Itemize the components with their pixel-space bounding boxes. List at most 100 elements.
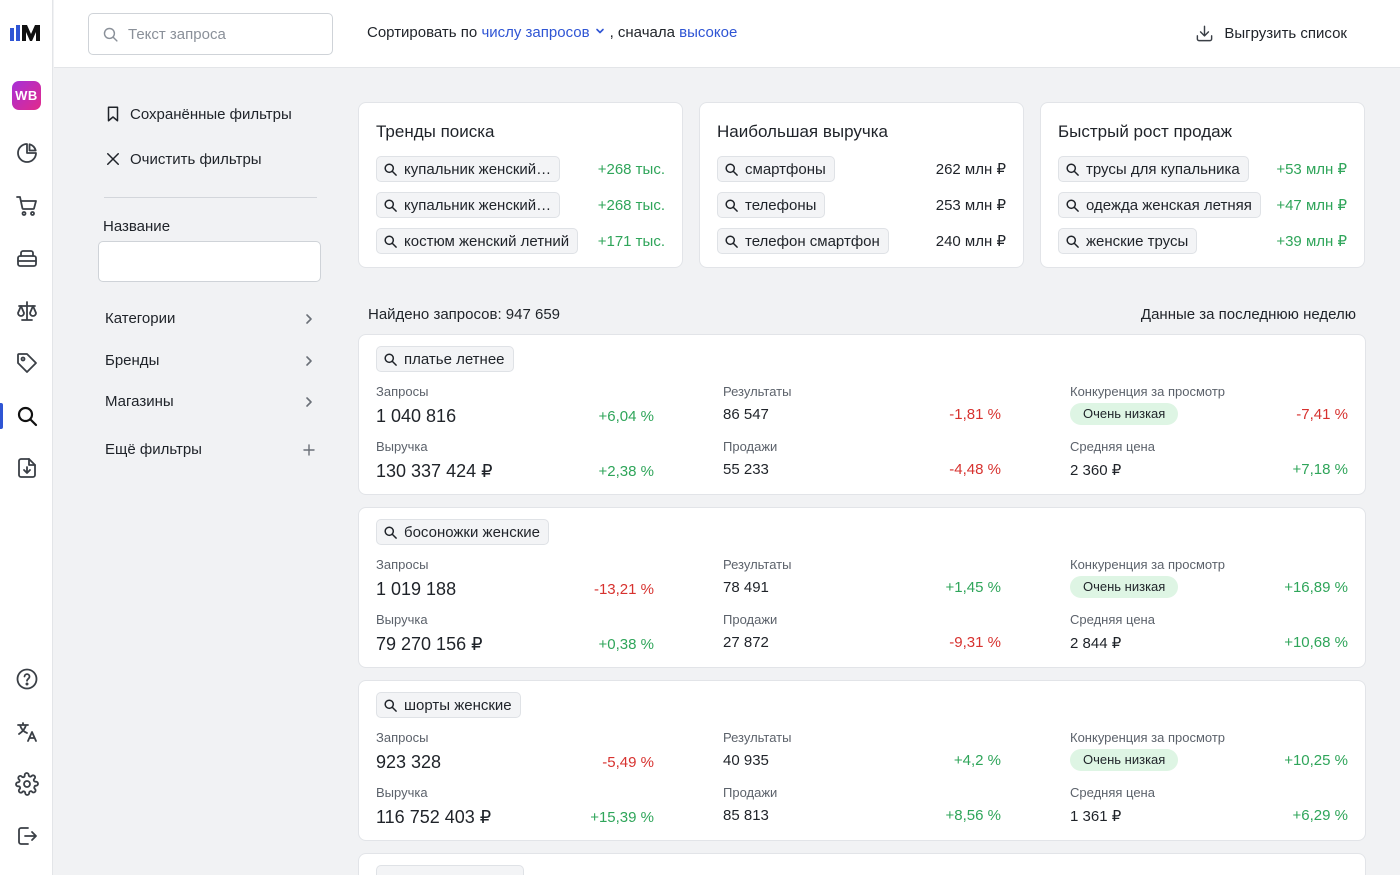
requests-label: Запросы: [376, 730, 429, 745]
translate-icon[interactable]: [13, 718, 40, 745]
left-rail: WB: [0, 0, 53, 875]
query-chip[interactable]: шорты женские: [376, 692, 521, 718]
revenue-label: Выручка: [376, 612, 428, 627]
requests-label: Запросы: [376, 384, 429, 399]
logout-icon[interactable]: [13, 822, 40, 849]
sales-label: Продажи: [723, 612, 778, 627]
trend-row: одежда женская летняя +47 млн ₽: [1058, 192, 1347, 218]
active-indicator: [0, 403, 3, 429]
search-input[interactable]: [128, 14, 328, 54]
sales-value: 27 872: [723, 634, 769, 651]
tag-icon[interactable]: [13, 349, 40, 376]
analytics-icon[interactable]: [13, 139, 40, 166]
trend-card-title: Быстрый рост продаж: [1058, 122, 1232, 141]
trend-row: телефон смартфон 240 млн ₽: [717, 228, 1006, 254]
results-value: 40 935: [723, 752, 769, 769]
sales-label: Продажи: [723, 439, 778, 454]
search-icon[interactable]: [13, 402, 40, 429]
trend-row: телефоны 253 млн ₽: [717, 192, 1006, 218]
competition-delta: +16,89 %: [1284, 579, 1348, 596]
avg-price-value: 2 360 ₽: [1070, 462, 1122, 479]
filter-brands[interactable]: Бренды: [105, 352, 315, 369]
search-box[interactable]: [88, 13, 333, 55]
query-chip[interactable]: одежда женская летняя: [1058, 192, 1261, 218]
query-chip[interactable]: платье летнее: [376, 346, 514, 372]
requests-label: Запросы: [376, 557, 429, 572]
query-chip[interactable]: костюм женский летний: [376, 228, 579, 254]
filter-shops[interactable]: Магазины: [105, 393, 315, 410]
trend-card-sales-growth: Быстрый рост продаж трусы для купальника…: [1040, 102, 1365, 268]
chevron-down-icon[interactable]: [595, 26, 605, 36]
app-logo[interactable]: [10, 22, 44, 44]
data-period: Данные за последнюю неделю: [1140, 306, 1356, 323]
close-icon: [107, 153, 119, 165]
sales-value: 55 233: [723, 461, 769, 478]
query-chip[interactable]: телефон смартфон: [717, 228, 889, 254]
results-label: Результаты: [723, 384, 792, 399]
saved-filters-label: Сохранённые фильтры: [130, 105, 292, 123]
name-filter-input[interactable]: [98, 241, 321, 282]
sales-delta: +8,56 %: [945, 807, 1001, 824]
requests-delta: -5,49 %: [602, 754, 654, 771]
trend-card-search: Тренды поиска купальник женский… +268 ты…: [358, 102, 683, 268]
requests-delta: -13,21 %: [593, 581, 654, 598]
query-chip[interactable]: босоножки женские: [376, 519, 549, 545]
competition-delta: -7,41 %: [1296, 406, 1348, 423]
trend-value: +268 тыс.: [597, 160, 665, 178]
search-icon: [103, 27, 118, 42]
query-chip[interactable]: трусы для купальника: [1058, 156, 1249, 182]
scales-icon[interactable]: [13, 297, 40, 324]
search-icon: [725, 234, 738, 248]
result-card-partial[interactable]: [358, 853, 1366, 875]
query-chip[interactable]: смартфоны: [717, 156, 835, 182]
chevron-right-icon: [306, 396, 312, 407]
trend-card-revenue: Наибольшая выручка смартфоны 262 млн ₽ т…: [699, 102, 1024, 268]
query-chip[interactable]: купальник женский…: [376, 156, 561, 182]
requests-value: 1 040 816: [376, 406, 457, 426]
result-card[interactable]: босоножки женские Запросы 1 019 188 -13,21 …: [358, 507, 1366, 668]
filter-categories-label: Категории: [105, 310, 176, 327]
revenue-value: 116 752 403 ₽: [376, 807, 492, 827]
query-chip[interactable]: женские трусы: [1058, 228, 1198, 254]
download-report-icon[interactable]: [13, 454, 40, 481]
competition-badge: Очень низкая: [1070, 576, 1179, 598]
trend-row: смартфоны 262 млн ₽: [717, 156, 1006, 182]
export-list-button[interactable]: Выгрузить список: [1195, 24, 1347, 43]
sales-delta: -9,31 %: [949, 634, 1001, 651]
result-card[interactable]: платье летнее Запросы 1 040 816 +6,04 % Выру…: [358, 334, 1366, 495]
divider: [104, 197, 317, 198]
search-icon: [1066, 198, 1079, 212]
query-chip[interactable]: [376, 865, 524, 875]
clear-filters-button[interactable]: Очистить фильтры: [104, 150, 262, 168]
filter-categories[interactable]: Категории: [105, 310, 315, 327]
query-chip[interactable]: купальник женский…: [376, 192, 561, 218]
help-icon[interactable]: [13, 665, 40, 692]
query-chip[interactable]: телефоны: [717, 192, 826, 218]
search-icon: [725, 198, 738, 212]
revenue-value: 130 337 424 ₽: [376, 461, 493, 481]
settings-icon[interactable]: [13, 770, 40, 797]
avg-price-delta: +6,29 %: [1292, 807, 1348, 824]
metric-column-requests: Запросы 1 040 816 +6,04 % Выручка 130 337 42…: [376, 382, 654, 492]
search-icon: [384, 698, 397, 712]
wildberries-badge[interactable]: WB: [12, 81, 41, 110]
avg-price-label: Средняя цена: [1070, 612, 1155, 627]
metric-column-results: Результаты 40 935 +4,2 % Продажи 85 813 +8,56…: [723, 728, 1001, 838]
trend-value: +39 млн ₽: [1276, 233, 1347, 250]
sort-order-toggle[interactable]: высокое: [679, 24, 738, 41]
trend-value: +47 млн ₽: [1276, 197, 1347, 214]
warehouse-icon[interactable]: [13, 244, 40, 271]
filter-more[interactable]: Ещё фильтры: [105, 441, 315, 458]
export-label: Выгрузить список: [1224, 25, 1347, 42]
cart-icon[interactable]: [13, 192, 40, 219]
metric-column-results: Результаты 86 547 -1,81 % Продажи 55 233 -4,4…: [723, 382, 1001, 492]
sort-field-dropdown[interactable]: числу запросов: [481, 24, 590, 41]
result-card[interactable]: шорты женские Запросы 923 328 -5,49 % Выручк…: [358, 680, 1366, 841]
chevron-right-icon: [306, 355, 312, 366]
saved-filters-button[interactable]: Сохранённые фильтры: [104, 105, 292, 123]
metric-column-competition: Конкуренция за просмотр Очень низкая -7,41…: [1070, 382, 1348, 492]
search-icon: [1066, 234, 1079, 248]
found-count: Найдено запросов: 947 659: [368, 306, 561, 323]
revenue-delta: +15,39 %: [590, 809, 654, 826]
metric-column-competition: Конкуренция за просмотр Очень низкая +10,2…: [1070, 728, 1348, 838]
